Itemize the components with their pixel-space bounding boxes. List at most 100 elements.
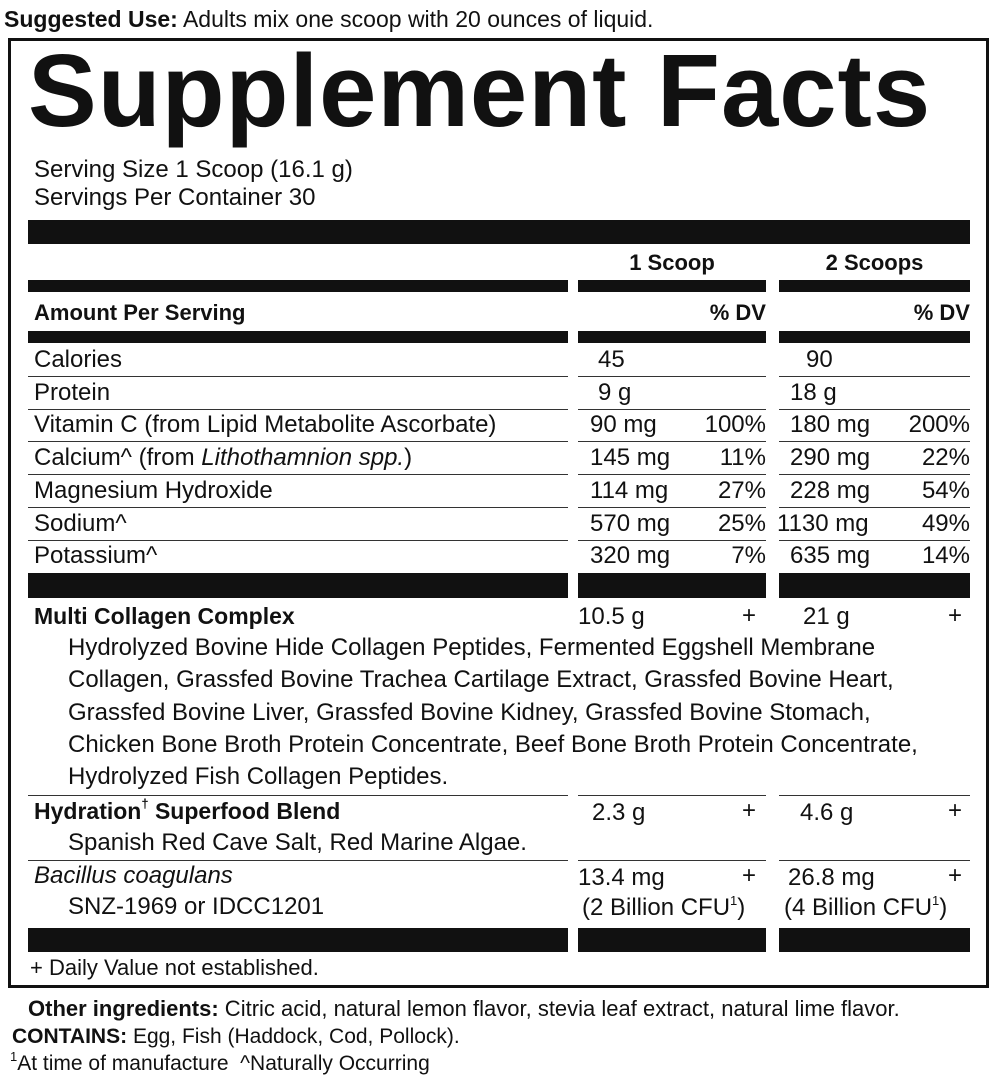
row-divider [779,441,970,442]
hydration-dv-1: + [741,797,756,824]
nutrient-amount-1: 90 mg [590,411,657,439]
bacillus-cfu-1: (2 Billion CFU1) [582,893,746,922]
hydration-blend-name: Hydration† Superfood Blend [34,796,341,825]
nutrient-name: Calcium^ (from Lithothamnion spp.) [34,444,413,472]
collagen-ingredients: Hydrolyzed Bovine Hide Collagen Peptides… [68,634,876,661]
nutrient-amount-1: 145 mg [590,444,671,472]
nutrient-dv-1: 27% [717,476,766,504]
hydration-amount-1: 2.3 g [592,799,646,826]
hydration-amount-2: 4.6 g [800,799,854,826]
hydration-dv-2: + [947,797,962,824]
row-divider [578,409,766,410]
collagen-blend-name: Multi Collagen Complex [34,603,295,629]
allergen-contains: CONTAINS: Egg, Fish (Haddock, Cod, Pollo… [12,1025,460,1048]
nutrient-dv-2: 49% [921,509,970,537]
nutrient-dv-2: 22% [921,444,970,472]
nutrient-amount-2: 180 mg [790,411,871,439]
row-divider [28,507,568,508]
other-ingredients: Other ingredients: Citric acid, natural … [28,996,900,1021]
row-divider [779,507,970,508]
thick-divider [28,220,970,244]
nutrient-name: Protein [34,378,111,406]
nutrient-amount-2: 635 mg [790,542,871,570]
collagen-ingredients: Chicken Bone Broth Protein Concentrate, … [68,731,918,758]
row-divider [28,474,568,475]
collagen-ingredients: Collagen, Grassfed Bovine Trachea Cartil… [68,666,894,693]
thick-divider [779,573,970,598]
row-divider [779,474,970,475]
nutrient-name: Magnesium Hydroxide [34,476,273,504]
nutrient-amount-1: 45 [598,346,625,373]
thick-divider [578,928,766,952]
collagen-amount-2: 21 g [803,603,850,630]
collagen-ingredients: Hydrolyzed Fish Collagen Peptides. [68,763,449,790]
bacillus-name: Bacillus coagulans [34,862,233,889]
nutrient-amount-2: 18 g [790,378,837,406]
bacillus-amount-1: 13.4 mg [578,864,665,891]
suggested-use: Suggested Use: Adults mix one scoop with… [4,5,653,33]
nutrient-dv-1: 11% [719,444,766,472]
divider [779,280,970,292]
row-divider [578,507,766,508]
nutrient-dv-2: 54% [921,476,970,504]
nutrient-name: Potassium^ [34,542,158,570]
divider [578,280,766,292]
row-divider [779,409,970,410]
row-divider [779,540,970,541]
nutrient-amount-1: 570 mg [590,509,671,537]
divider [578,331,766,343]
thick-divider [28,573,568,598]
nutrient-amount-1: 9 g [598,378,632,406]
row-divider [28,441,568,442]
nutrient-dv-1: 7% [731,542,766,570]
nutrient-amount-1: 114 mg [590,476,669,504]
bacillus-strain: SNZ-1969 or IDCC1201 [68,893,325,920]
bacillus-amount-2: 26.8 mg [788,864,875,891]
thick-divider [779,928,970,952]
row-divider [28,540,568,541]
serving-size: Serving Size 1 Scoop (16.1 g) [34,156,353,183]
row-divider [578,474,766,475]
thick-divider [28,928,568,952]
collagen-dv-1: + [741,602,756,629]
nutrient-name: Vitamin C (from Lipid Metabolite Ascorba… [34,411,497,439]
nutrient-amount-2: 1130 mg [777,509,869,537]
daily-value-note: + Daily Value not established. [30,955,319,980]
divider [28,280,568,292]
suggested-use-label: Suggested Use: [4,6,178,32]
nutrient-amount-2: 290 mg [790,444,871,472]
collagen-ingredients: Grassfed Bovine Liver, Grassfed Bovine K… [68,699,871,726]
nutrient-dv-1: 25% [717,509,766,537]
row-divider [28,409,568,410]
row-divider [578,540,766,541]
nutrient-dv-2: 200% [908,411,970,439]
row-divider [578,441,766,442]
divider [28,331,568,343]
facts-panel [8,38,989,988]
column-header-1-scoop: 1 Scoop [629,250,715,275]
column-header-2-scoops: 2 Scoops [825,250,924,275]
page-title: Supplement Facts [28,33,932,148]
nutrient-name: Calories [34,346,123,373]
amount-per-serving-header: Amount Per Serving [34,300,246,325]
dv-header-2: % DV [913,300,970,325]
nutrient-dv-1: 100% [704,411,766,439]
dv-header-1: % DV [709,300,766,325]
nutrient-amount-1: 320 mg [590,542,671,570]
servings-per-container: Servings Per Container 30 [34,184,316,211]
collagen-amount-1: 10.5 g [578,603,645,630]
bacillus-dv-1: + [741,862,756,889]
collagen-dv-2: + [947,602,962,629]
row-divider [28,376,568,377]
hydration-ingredients: Spanish Red Cave Salt, Red Marine Algae. [68,829,527,856]
nutrient-name: Sodium^ [34,509,127,537]
divider [779,331,970,343]
suggested-use-text: Adults mix one scoop with 20 ounces of l… [177,6,654,32]
thick-divider [578,573,766,598]
row-divider [578,376,766,377]
nutrient-amount-2: 228 mg [790,476,871,504]
nutrient-amount-2: 90 [806,346,833,373]
nutrient-dv-2: 14% [921,542,970,570]
footnotes: 1At time of manufacture ^Naturally Occur… [10,1049,430,1076]
